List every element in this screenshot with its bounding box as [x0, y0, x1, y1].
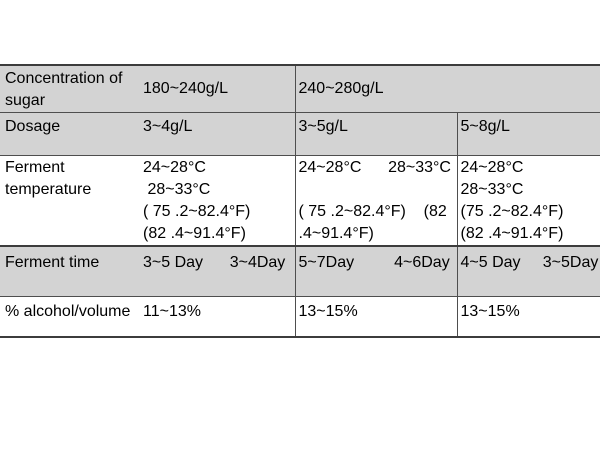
fermentation-table: Concentration of sugar 180~240g/L 240~28… [0, 64, 600, 338]
cell-alcohol-value-3: 13~15% [456, 296, 600, 337]
row-alcohol-volume: % alcohol/volume 11~13% 13~15% 13~15% [0, 296, 600, 337]
page: Concentration of sugar 180~240g/L 240~28… [0, 64, 600, 464]
cell-temperature-label: Ferment temperature [0, 155, 140, 247]
row-dosage: Dosage 3~4g/L 3~5g/L 5~8g/L [0, 112, 600, 156]
cell-concentration-label: Concentration of sugar [0, 65, 140, 113]
cell-dosage-label: Dosage [0, 112, 140, 156]
cell-alcohol-label: % alcohol/volume [0, 296, 140, 337]
cell-dosage-value-3: 5~8g/L [456, 112, 600, 156]
cell-time-value-3: 4~5 Day 3~5Day [456, 246, 600, 297]
cell-concentration-value-2: 240~280g/L [294, 65, 600, 113]
cell-time-value-2: 5~7Day 4~6Day [294, 246, 457, 297]
cell-dosage-value-2: 3~5g/L [294, 112, 457, 156]
row-ferment-temperature: Ferment temperature 24~28°C 28~33°C ( 75… [0, 155, 600, 247]
cell-alcohol-value-2: 13~15% [294, 296, 457, 337]
row-sugar-concentration: Concentration of sugar 180~240g/L 240~28… [0, 65, 600, 113]
cell-temperature-value-3: 24~28°C 28~33°C (75 .2~82.4°F) (82 .4~91… [456, 155, 600, 247]
cell-alcohol-value-1: 11~13% [140, 296, 295, 337]
cell-dosage-value-1: 3~4g/L [140, 112, 295, 156]
cell-temperature-value-2: 24~28°C 28~33°C ( 75 .2~82.4°F) (82 .4~9… [294, 155, 457, 247]
cell-temperature-value-1: 24~28°C 28~33°C ( 75 .2~82.4°F) (82 .4~9… [140, 155, 295, 247]
cell-time-label: Ferment time [0, 246, 140, 297]
cell-concentration-value-1: 180~240g/L [140, 65, 295, 113]
cell-time-value-1: 3~5 Day 3~4Day [140, 246, 295, 297]
row-ferment-time: Ferment time 3~5 Day 3~4Day 5~7Day 4~6Da… [0, 246, 600, 297]
